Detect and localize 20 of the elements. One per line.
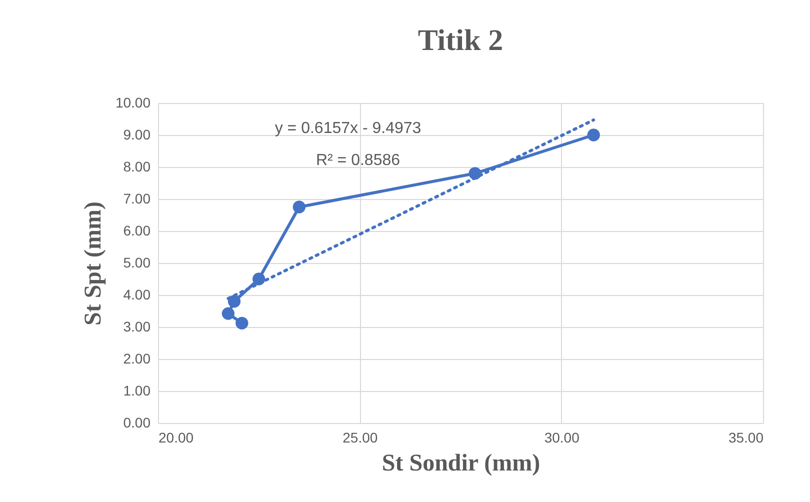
y-tick-label: 2.00 (123, 350, 151, 366)
y-tick-label: 3.00 (123, 318, 151, 334)
x-tick-label: 20.00 (158, 430, 194, 446)
x-tick-label: 35.00 (728, 430, 764, 446)
x-tick-label: 30.00 (544, 430, 580, 446)
y-tick-label: 5.00 (123, 254, 151, 270)
y-tick-label: 1.00 (123, 382, 151, 398)
y-tick-label: 7.00 (123, 190, 151, 206)
y-tick-label: 10.00 (115, 94, 151, 110)
chart-title: Titik 2 (418, 24, 504, 57)
annotation: y = 0.6157x - 9.4973 (274, 120, 422, 137)
y-tick-label: 0.00 (123, 414, 151, 430)
y-tick-label: 4.00 (123, 286, 151, 302)
y-axis-title: St Spt (mm) (80, 202, 106, 326)
x-axis-title: St Sondir (mm) (382, 450, 540, 476)
y-tick-label: 8.00 (123, 158, 151, 174)
y-tick-label: 9.00 (123, 126, 151, 142)
y-tick-label: 6.00 (123, 222, 151, 238)
x-tick-label: 25.00 (342, 430, 378, 446)
annotation: R² = 0.8586 (316, 152, 400, 169)
